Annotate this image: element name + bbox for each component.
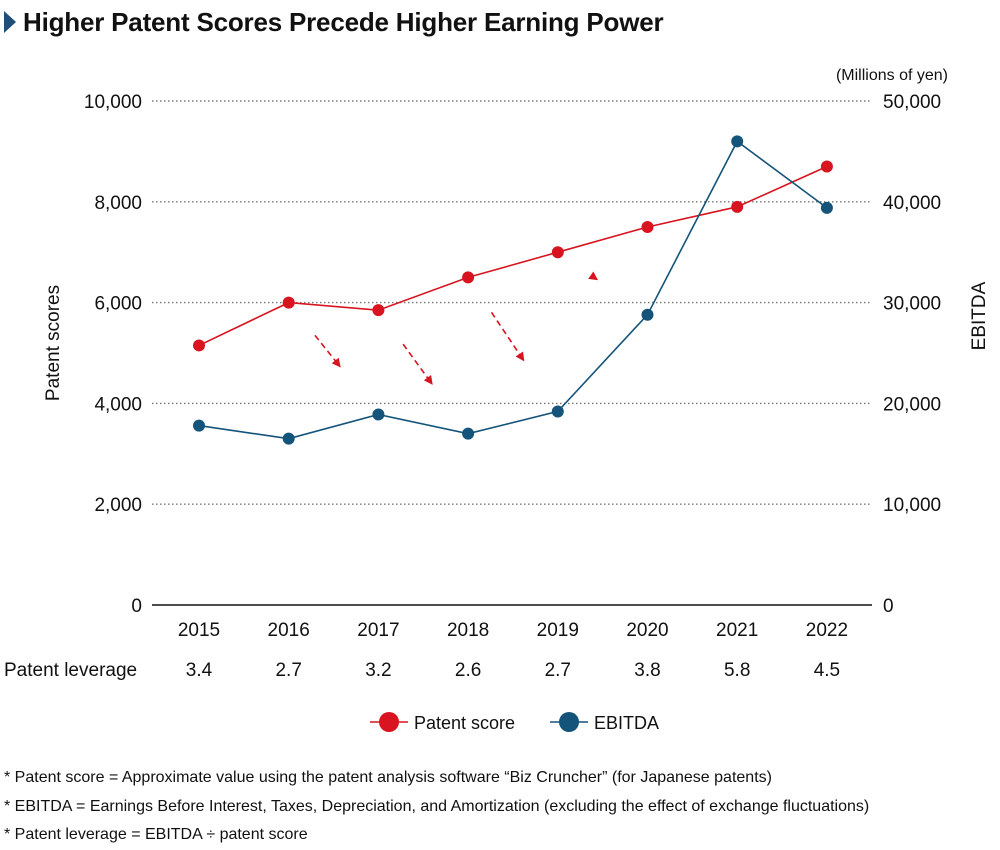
- chart: 0 2,000 4,000 6,000 8,000 10,000 0 10,000 20,00…: [4, 67, 990, 733]
- gridlines: [152, 100, 872, 606]
- left-tick-label: 10,000: [84, 92, 142, 113]
- footnote-patent-score: * Patent score = Approximate value using…: [4, 769, 772, 786]
- point-patent-score: [193, 339, 205, 352]
- left-axis-label: Patent scores: [43, 285, 64, 401]
- point-ebitda: [820, 201, 833, 214]
- x-tick-label: 2016: [268, 620, 310, 641]
- leverage-value: 3.8: [634, 660, 660, 681]
- lag-arrows: [314, 271, 599, 385]
- point-patent-score: [282, 296, 295, 309]
- right-tick-label: 0: [883, 596, 894, 617]
- right-tick-label: 10,000: [883, 495, 941, 516]
- leverage-value: 3.4: [186, 660, 213, 681]
- right-tick-label: 20,000: [883, 394, 941, 415]
- right-axis-label: EBITDA: [969, 281, 990, 350]
- point-ebitda: [282, 432, 295, 445]
- chart-title: Higher Patent Scores Precede Higher Earn…: [23, 6, 664, 37]
- leverage-value: 3.2: [365, 660, 391, 681]
- point-patent-score: [820, 160, 833, 173]
- left-tick-label: 2,000: [94, 495, 142, 516]
- point-ebitda: [551, 405, 564, 418]
- footnote-patent-leverage: * Patent leverage = EBITDA ÷ patent scor…: [4, 826, 308, 843]
- series-points: [193, 135, 833, 445]
- left-tick-label: 6,000: [94, 294, 142, 315]
- legend-marker-patent-score: [379, 712, 399, 732]
- leverage-value: 2.6: [455, 660, 481, 681]
- point-ebitda: [193, 419, 205, 432]
- title-marker-icon: [4, 11, 16, 33]
- point-patent-score: [551, 246, 564, 259]
- series-line-patent-score: [198, 165, 828, 347]
- x-tick-label: 2018: [447, 620, 489, 641]
- x-tick-label: 2017: [357, 620, 399, 641]
- point-patent-score: [731, 200, 744, 213]
- x-tick-label: 2021: [716, 620, 758, 641]
- point-ebitda: [731, 135, 744, 148]
- x-tick-label: 2022: [806, 620, 848, 641]
- legend: Patent score EBITDA: [370, 712, 659, 733]
- point-ebitda: [372, 408, 385, 421]
- lag-arrow: [490, 311, 525, 362]
- title-bar: Higher Patent Scores Precede Higher Earn…: [4, 6, 664, 38]
- x-tick-label: 2015: [178, 620, 220, 641]
- x-tick-label: 2019: [537, 620, 579, 641]
- legend-marker-ebitda: [559, 712, 579, 732]
- left-tick-label: 4,000: [94, 394, 142, 415]
- point-patent-score: [641, 221, 654, 233]
- series-lines: [198, 140, 828, 440]
- left-tick-label: 0: [131, 596, 142, 617]
- right-tick-label: 30,000: [883, 294, 941, 315]
- leverage-value: 2.7: [275, 660, 301, 681]
- right-axis-ticks: 0 10,000 20,000 30,000 40,000 50,000: [883, 92, 941, 617]
- right-axis-unit: (Millions of yen): [836, 67, 948, 84]
- leverage-value: 5.8: [724, 660, 750, 681]
- point-ebitda: [641, 308, 654, 321]
- lag-arrow: [402, 343, 433, 385]
- leverage-value: 2.7: [545, 660, 571, 681]
- left-axis-ticks: 0 2,000 4,000 6,000 8,000 10,000: [84, 92, 142, 617]
- footnotes: * Patent score = Approximate value using…: [4, 764, 869, 850]
- legend-label-ebitda: EBITDA: [594, 713, 659, 733]
- leverage-row-label: Patent leverage: [4, 660, 137, 681]
- left-tick-label: 8,000: [94, 193, 142, 214]
- x-axis-ticks: 2015 2016 2017 2018 2019 2020 2021 2022: [178, 620, 848, 641]
- lag-arrow: [314, 334, 341, 368]
- right-tick-label: 40,000: [883, 193, 941, 214]
- leverage-values: 3.4 2.7 3.2 2.6 2.7 3.8 5.8 4.5: [186, 660, 840, 681]
- leverage-value: 4.5: [814, 660, 840, 681]
- lag-arrow: [588, 271, 599, 281]
- point-ebitda: [462, 427, 475, 440]
- footnote-ebitda: * EBITDA = Earnings Before Interest, Tax…: [4, 797, 870, 815]
- right-tick-label: 50,000: [883, 92, 941, 113]
- legend-label-patent-score: Patent score: [414, 713, 515, 733]
- point-patent-score: [372, 304, 385, 317]
- point-patent-score: [462, 271, 475, 284]
- x-tick-label: 2020: [626, 620, 668, 641]
- series-line-ebitda: [198, 140, 828, 440]
